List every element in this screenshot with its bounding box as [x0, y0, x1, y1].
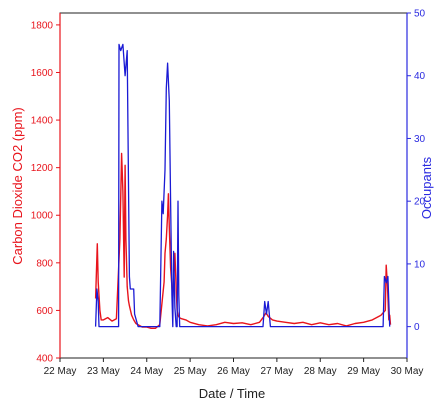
left-tick-label: 1200: [31, 163, 54, 174]
series-layer: [94, 43, 392, 329]
occupants-series-line: [94, 43, 391, 328]
right-axis: 0 10 20 30 40 50: [406, 9, 426, 358]
left-tick-label: 1000: [31, 211, 54, 222]
x-tick-label: 22 May: [44, 366, 77, 377]
x-tick-label: 28 May: [304, 366, 337, 377]
right-tick-label: 30: [414, 134, 426, 145]
x-tick-label: 30 May: [391, 366, 424, 377]
left-axis-title: Carbon Dioxide CO2 (ppm): [10, 107, 25, 265]
x-tick-label: 23 May: [87, 366, 120, 377]
right-tick-label: 40: [414, 71, 426, 82]
right-tick-label: 20: [414, 197, 426, 208]
x-axis: 22 May 23 May 24 May 25 May 26 May 27 May 28 M…: [44, 358, 424, 377]
left-tick-label: 600: [36, 306, 53, 317]
left-tick-label: 1800: [31, 20, 54, 31]
right-axis-title: Occupants: [419, 156, 434, 219]
x-tick-label: 26 May: [217, 366, 250, 377]
x-tick-label: 24 May: [130, 366, 163, 377]
right-tick-label: 0: [414, 322, 420, 333]
x-axis-title: Date / Time: [199, 386, 265, 401]
left-tick-label: 400: [36, 354, 53, 365]
x-tick-label: 27 May: [260, 366, 293, 377]
plot-frame: [59, 12, 408, 359]
right-tick-label: 10: [414, 259, 426, 270]
left-axis: 400 600 800 1000 1200 1400 1600 1800: [31, 13, 61, 365]
x-tick-label: 29 May: [347, 366, 380, 377]
right-tick-label: 50: [414, 9, 426, 20]
co2-series-line: [94, 152, 392, 329]
left-tick-label: 800: [36, 258, 53, 269]
left-tick-label: 1400: [31, 116, 54, 127]
left-tick-label: 1600: [31, 68, 54, 79]
x-tick-label: 25 May: [174, 366, 207, 377]
